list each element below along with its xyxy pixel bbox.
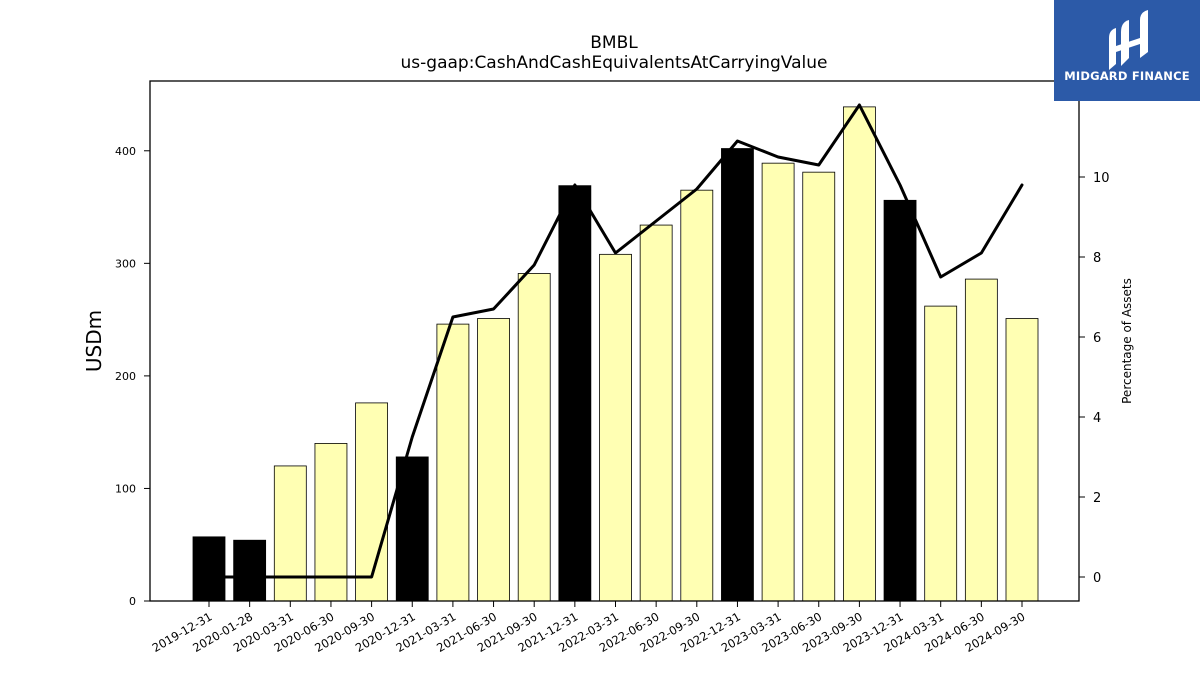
y-axis-label: USDm [82, 310, 106, 372]
chart-title: BMBL [590, 33, 638, 53]
y2-tick-label: 8 [1093, 251, 1101, 266]
x-axis: 2019-12-312020-01-282020-03-312020-06-30… [150, 601, 1028, 655]
bar-2021-09-30 [517, 273, 551, 602]
bar-2023-12-31 [883, 199, 917, 602]
bar-2022-12-31 [721, 148, 754, 602]
y2-axis: 0 2 4 6 8 10 [1079, 171, 1110, 586]
y-tick-label: 200 [115, 370, 136, 383]
bar-2019-12-31 [192, 536, 226, 602]
y-tick-label: 300 [115, 257, 136, 270]
bar-2021-03-31 [436, 323, 470, 602]
bars-layer [192, 106, 1039, 602]
bar-2022-03-31 [599, 253, 632, 602]
bar-2020-06-30 [314, 443, 348, 602]
bar-2024-06-30 [964, 278, 998, 602]
bar-2023-09-30 [843, 106, 876, 602]
line-layer [207, 103, 1024, 579]
bar-2023-06-30 [802, 171, 836, 602]
y2-tick-label: 0 [1093, 571, 1101, 586]
bar-2022-09-30 [680, 189, 714, 602]
plot-frame [149, 80, 1080, 602]
y-tick-label: 400 [115, 145, 136, 158]
bar-2020-03-31 [273, 465, 307, 602]
bar-2021-06-30 [477, 318, 510, 602]
bar-2023-03-31 [761, 162, 795, 602]
brand-logo: MIDGARD FINANCE [1054, 0, 1200, 101]
bar-2021-12-31 [558, 185, 592, 602]
percentage-line [207, 103, 1024, 579]
bar-2020-01-28 [233, 539, 267, 602]
bar-2024-09-30 [1005, 318, 1039, 602]
y2-tick-label: 6 [1093, 331, 1101, 346]
y-tick-label: 0 [129, 595, 136, 608]
y2-tick-label: 2 [1093, 491, 1101, 506]
midgard-logo-icon [1109, 10, 1148, 70]
y2-tick-label: 10 [1093, 171, 1110, 186]
y2-tick-label: 4 [1093, 411, 1101, 426]
y-axis: 0 100 200 300 400 [115, 145, 150, 608]
brand-name: MIDGARD FINANCE [1064, 69, 1190, 83]
chart-subtitle: us-gaap:CashAndCashEquivalentsAtCarrying… [401, 53, 828, 73]
bar-2022-06-30 [639, 224, 673, 602]
bar-2020-12-31 [395, 456, 429, 602]
y2-axis-label: Percentage of Assets [1120, 278, 1134, 404]
bar-2020-09-30 [355, 402, 389, 602]
bar-2024-03-31 [924, 305, 958, 602]
y-tick-label: 100 [115, 482, 136, 495]
